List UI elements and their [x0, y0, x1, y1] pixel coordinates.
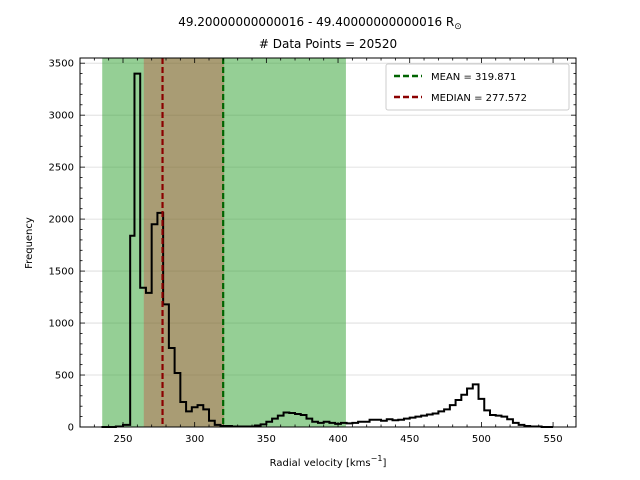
chart-title-line1: 49.20000000000016 - 49.40000000000016 R⊙ — [178, 15, 462, 32]
sun-symbol: ⊙ — [454, 22, 462, 32]
x-tick-label-350: 350 — [257, 434, 276, 445]
x-tick-label-300: 300 — [185, 434, 204, 445]
x-tick-label-500: 500 — [472, 434, 491, 445]
legend-mean-label: MEAN = 319.871 — [431, 72, 516, 83]
y-tick-label-500: 500 — [55, 371, 74, 382]
y-tick-label-0: 0 — [68, 423, 74, 434]
chart-title-main: 49.20000000000016 - 49.40000000000016 R — [178, 15, 454, 29]
legend-box — [385, 63, 570, 111]
x-tick-label-450: 450 — [400, 434, 419, 445]
legend-median-label: MEDIAN = 277.572 — [431, 93, 527, 104]
chart-title-line2: # Data Points = 20520 — [259, 37, 397, 51]
y-tick-label-1500: 1500 — [49, 267, 74, 278]
band-1 — [143, 58, 225, 427]
histogram-layer — [101, 72, 554, 428]
y-axis-label: Frequency — [24, 217, 35, 269]
x-tick-label-550: 550 — [544, 434, 563, 445]
histogram-step-line — [101, 72, 554, 428]
y-ticks: 0 500 1000 1500 2000 2500 3000 3500 — [49, 59, 576, 434]
y-tick-label-3000: 3000 — [49, 111, 74, 122]
y-tick-label-1000: 1000 — [49, 319, 74, 330]
stat-lines-layer — [161, 58, 225, 427]
x-axis-label-main: Radial velocity [kms — [270, 458, 371, 469]
legend: MEAN = 319.871 MEDIAN = 277.572 — [385, 63, 570, 111]
y-tick-label-3500: 3500 — [49, 59, 74, 70]
x-tick-label-250: 250 — [113, 434, 132, 445]
x-ticks: 250 300 350 400 450 500 550 — [93, 58, 568, 445]
y-tick-label-2500: 2500 — [49, 163, 74, 174]
x-axis-label: Radial velocity [kms−1] — [270, 454, 387, 469]
axes-layer — [79, 57, 577, 428]
axes-frame — [79, 57, 577, 428]
x-tick-label-400: 400 — [328, 434, 347, 445]
x-axis-label-end: ] — [382, 458, 386, 469]
x-axis-label-sup: −1 — [371, 454, 383, 463]
y-tick-label-2000: 2000 — [49, 215, 74, 226]
